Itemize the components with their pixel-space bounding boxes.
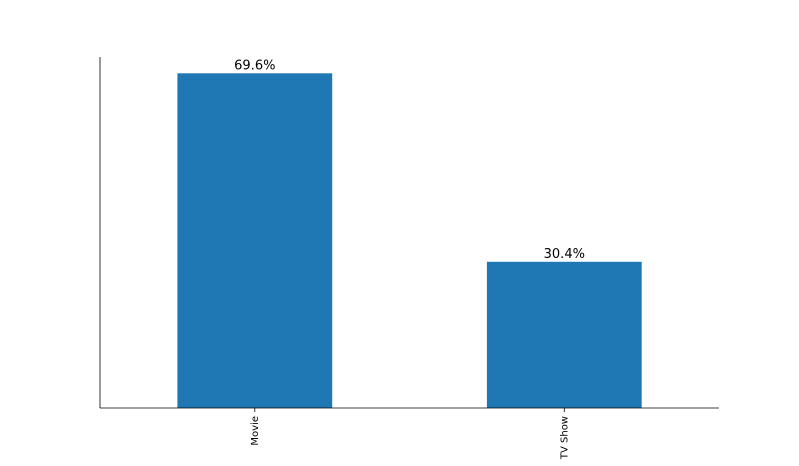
bar-0 — [177, 73, 333, 409]
bars-layer — [177, 73, 642, 409]
x-tick-label-0: Movie — [250, 416, 261, 446]
data-label-1: 30.4% — [544, 247, 585, 262]
bar-1 — [486, 261, 642, 408]
x-ticks-layer: Movie TV Show — [250, 408, 570, 460]
data-labels-layer: 69.6% 30.4% — [234, 58, 585, 261]
data-label-0: 69.6% — [234, 58, 275, 73]
x-tick-label-1: TV Show — [559, 416, 570, 460]
